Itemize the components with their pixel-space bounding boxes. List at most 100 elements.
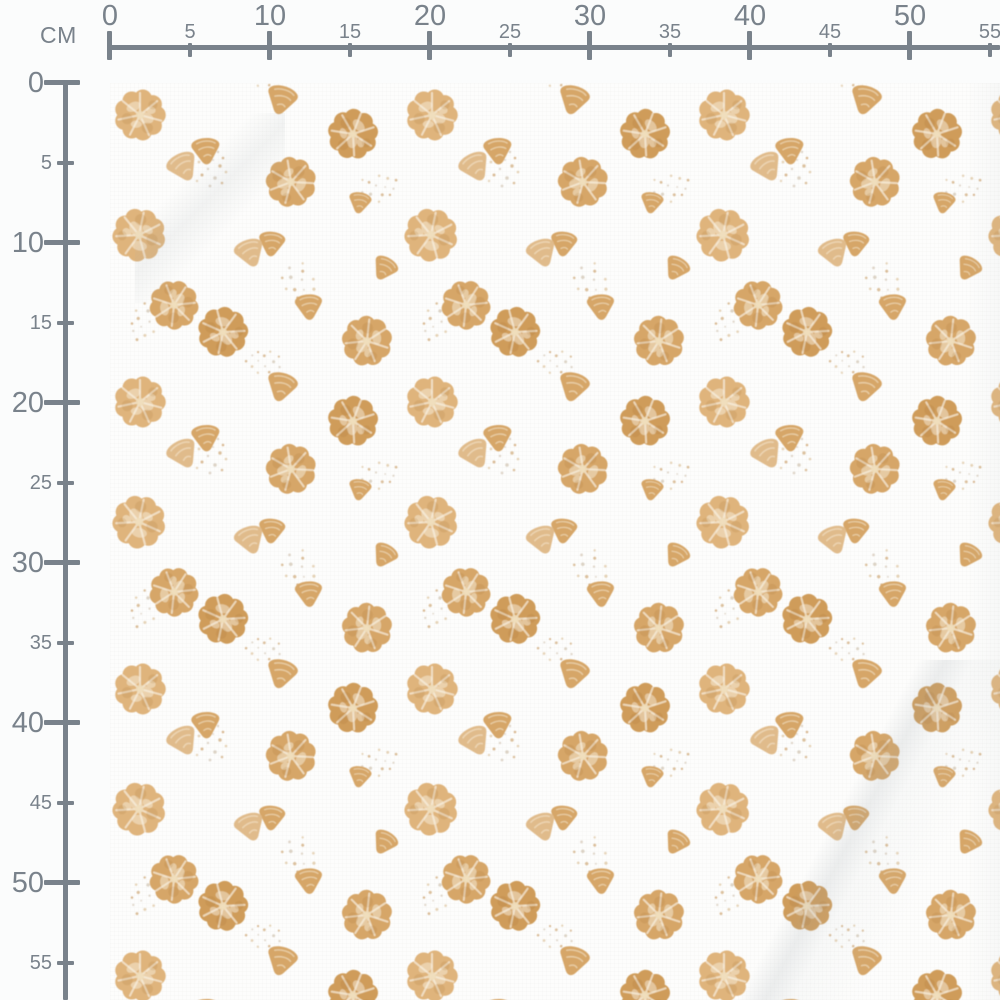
waffle-rosette (726, 273, 790, 337)
waffle-triangle-piece (482, 423, 514, 454)
waffle-triangle-piece (293, 866, 324, 896)
ruler-left-tick-major (44, 560, 80, 565)
waffle-rosette (684, 484, 761, 560)
ruler-top-label-major: 30 (573, 0, 607, 32)
waffle-rosette (612, 676, 678, 741)
waffle-rosette (434, 273, 498, 337)
waffle-rosette (904, 102, 970, 167)
waffle-triangle-piece (293, 292, 324, 322)
waffle-triangle-piece (262, 655, 301, 693)
ruler-top-label-minor: 5 (184, 21, 196, 43)
waffle-triangle-piece (262, 83, 301, 119)
waffle-rosette (406, 375, 459, 429)
waffle-rosette (320, 676, 386, 741)
waffle-triangle-piece (846, 368, 885, 406)
waffle-triangle-piece (293, 579, 324, 609)
waffle-rosette (904, 389, 970, 454)
ruler-top-label-major: 20 (413, 0, 447, 32)
waffle-rosette (114, 88, 167, 142)
waffle-triangle-piece (659, 538, 694, 573)
ruler-top-label-major: 50 (893, 0, 927, 32)
waffle-rosette (334, 596, 400, 661)
waffle-rosette (698, 88, 751, 142)
waffle-rosette (838, 146, 911, 218)
waffle-triangle-piece (659, 251, 694, 286)
waffle-rosette (406, 662, 459, 716)
waffle-triangle-piece (846, 83, 885, 119)
waffle-triangle-piece (638, 477, 666, 503)
waffle-rosette (918, 309, 984, 374)
waffle-rosette (320, 963, 386, 1000)
waffle-triangle-piece (877, 579, 908, 609)
ruler-left-label-major: 10 (11, 227, 44, 259)
waffle-rosette (142, 560, 206, 624)
waffle-triangle-piece (951, 251, 986, 286)
ruler-left-tick-major (44, 400, 80, 405)
unit-label: CM (40, 22, 77, 48)
waffle-rosette (612, 389, 678, 454)
ruler-left-label-minor: 15 (29, 312, 52, 334)
ruler-top-label-major: 0 (101, 0, 119, 32)
waffle-rosette (392, 197, 469, 273)
ruler-top-tick-minor (988, 43, 992, 57)
ruler-top-tick-major (587, 31, 592, 60)
ruler-top-label-major: 10 (253, 0, 287, 32)
ruler-left-label-major: 50 (11, 867, 44, 899)
waffle-rosette (479, 583, 552, 655)
waffle-triangle-piece (346, 477, 374, 503)
ruler-left-label-minor: 25 (29, 472, 52, 494)
waffle-rosette (990, 662, 1000, 716)
waffle-rosette (320, 102, 386, 167)
waffle-rosette (612, 102, 678, 167)
waffle-rosette (990, 949, 1000, 1000)
waffle-rosette (976, 484, 1000, 560)
waffle-rosette (904, 963, 970, 1000)
waffle-rosette (698, 375, 751, 429)
ruler-left-label-major: 20 (11, 387, 44, 419)
waffle-rosette (698, 662, 751, 716)
waffle-triangle-piece (482, 710, 514, 741)
waffle-triangle-piece (930, 477, 958, 503)
waffle-rosette (334, 309, 400, 374)
ruler-left-label-major: 40 (11, 707, 44, 739)
ruler-top-tick-minor (508, 43, 512, 57)
ruler-top-tick-major (907, 31, 912, 60)
waffle-rosette (904, 676, 970, 741)
waffle-rosette (684, 197, 761, 273)
waffle-rosette (334, 883, 400, 948)
waffle-triangle-piece (877, 866, 908, 896)
ruler-left-tick-major (44, 720, 80, 725)
fabric-swatch[interactable] (110, 83, 1000, 1000)
ruler-top-label-minor: 25 (498, 21, 522, 43)
waffle-triangle-piece (482, 136, 514, 167)
waffle-triangle-piece (367, 251, 402, 286)
waffle-triangle-piece (774, 423, 806, 454)
ruler-top-tick-minor (828, 43, 832, 57)
waffle-rosette (142, 273, 206, 337)
waffle-triangle-piece (190, 710, 222, 741)
waffle-triangle-piece (346, 190, 374, 216)
waffle-triangle-piece (346, 764, 374, 790)
waffle-triangle-piece (659, 825, 694, 860)
waffle-triangle-piece (262, 368, 301, 406)
ruler-top-line (110, 45, 1000, 50)
waffle-rosette (626, 883, 692, 948)
ruler-top-tick-major (427, 31, 432, 60)
waffle-rosette (726, 560, 790, 624)
ruler-left-tick-major (44, 880, 80, 885)
ruler-left-label-major: 0 (27, 67, 44, 99)
ruler-left-tick-minor (57, 161, 74, 165)
waffle-rosette (434, 560, 498, 624)
waffle-triangle-piece (877, 292, 908, 322)
ruler-top-tick-minor (668, 43, 672, 57)
waffle-triangle-piece (554, 942, 593, 980)
waffle-rosette (434, 847, 498, 911)
waffle-triangle-piece (585, 579, 616, 609)
waffle-rosette (626, 309, 692, 374)
waffle-triangle-piece (774, 710, 806, 741)
waffle-triangle-piece (190, 423, 222, 454)
ruler-top-label-minor: 45 (818, 21, 842, 43)
waffle-rosette (612, 963, 678, 1000)
waffle-rosette (918, 83, 984, 87)
waffle-rosette (110, 197, 177, 273)
